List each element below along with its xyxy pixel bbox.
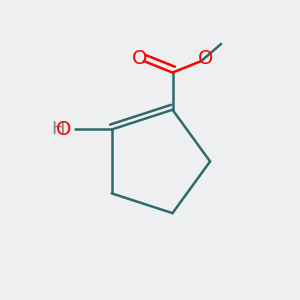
Text: O: O	[198, 49, 213, 68]
Text: H: H	[51, 121, 64, 139]
Text: O: O	[132, 49, 147, 68]
Text: O: O	[56, 120, 72, 139]
